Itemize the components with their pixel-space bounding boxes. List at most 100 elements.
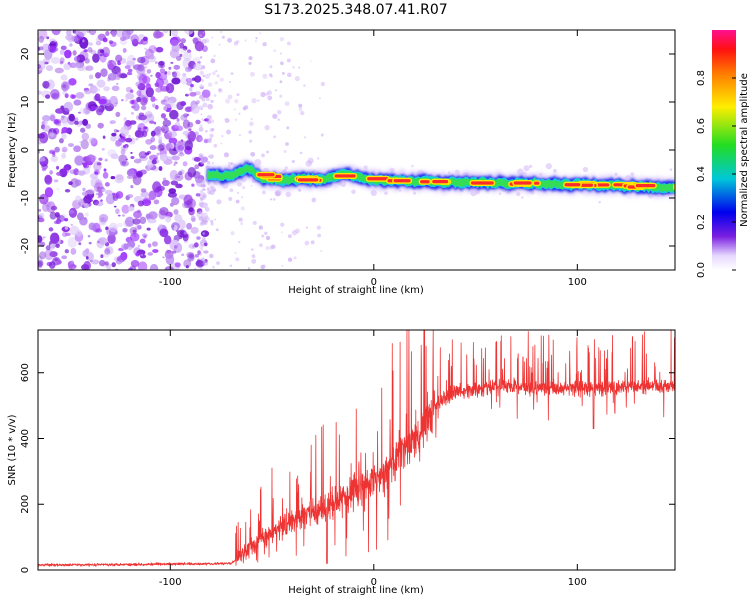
noise-speck [260, 91, 266, 98]
noise-speck [202, 31, 205, 34]
noise-speck [98, 214, 109, 223]
noise-speck [279, 94, 283, 98]
noise-speck [67, 34, 75, 43]
noise-speck [60, 74, 68, 81]
noise-speck [212, 265, 215, 269]
noise-speck [69, 43, 73, 47]
snr-xlabel: Height of straight line (km) [288, 585, 424, 596]
noise-speck [126, 60, 136, 67]
noise-speck [49, 129, 52, 132]
noise-speck [180, 75, 189, 85]
snr-ytick-label: 0 [20, 567, 31, 573]
noise-speck [138, 114, 148, 121]
noise-speck [92, 199, 100, 206]
noise-speck [227, 161, 232, 166]
noise-speck [125, 158, 129, 161]
noise-speck [109, 120, 117, 125]
noise-speck [86, 189, 95, 195]
noise-speck [195, 193, 201, 197]
spectrogram-ylabel: Frequency (Hz) [7, 112, 18, 188]
noise-speck [205, 129, 208, 133]
noise-speck [212, 161, 214, 164]
noise-speck [54, 67, 64, 74]
noise-speck [117, 254, 126, 263]
noise-speck [146, 69, 152, 74]
noise-speck [178, 42, 185, 49]
noise-speck [219, 77, 224, 82]
noise-speck [183, 194, 193, 206]
noise-speck [115, 208, 120, 215]
noise-speck [124, 98, 128, 102]
noise-speck [184, 106, 192, 113]
noise-speck [120, 149, 126, 155]
noise-speck [102, 135, 106, 139]
ridge-red-segment [564, 183, 581, 187]
noise-speck [88, 164, 92, 168]
noise-speck [173, 242, 183, 254]
noise-speck [317, 233, 322, 238]
ridge-yellow-segment [672, 184, 675, 191]
noise-speck [52, 151, 56, 155]
noise-speck [234, 252, 237, 254]
snr-ytick-label: 200 [20, 495, 31, 514]
noise-speck [115, 135, 121, 140]
noise-speck [213, 94, 217, 97]
noise-speck [39, 251, 47, 260]
noise-speck [201, 65, 206, 70]
noise-speck [255, 37, 258, 40]
colorbar-tick-label: 0.2 [696, 214, 707, 230]
noise-speck [220, 142, 223, 145]
noise-speck [61, 146, 68, 153]
snr-series-line [38, 330, 675, 567]
noise-speck [68, 78, 77, 86]
noise-speck [107, 63, 115, 71]
noise-speck [179, 194, 185, 199]
noise-speck [133, 158, 142, 164]
noise-speck [318, 97, 321, 100]
noise-speck [103, 252, 110, 258]
noise-speck [83, 202, 90, 209]
noise-speck [193, 156, 201, 162]
noise-speck [154, 61, 158, 64]
noise-speck [177, 170, 183, 176]
noise-speck [280, 61, 284, 66]
noise-speck [151, 159, 157, 165]
colorbar-tick-label: 0.8 [696, 70, 707, 86]
noise-speck [174, 161, 178, 165]
noise-speck [214, 81, 218, 85]
noise-speck [250, 151, 256, 157]
noise-speck [111, 132, 117, 137]
noise-speck [198, 94, 204, 100]
noise-speck [120, 160, 129, 167]
noise-speck [202, 102, 208, 108]
noise-speck [236, 40, 240, 44]
noise-speck [127, 68, 133, 73]
noise-speck [198, 105, 204, 110]
noise-speck [135, 137, 139, 141]
noise-speck [131, 99, 135, 105]
noise-speck [48, 261, 56, 269]
noise-speck [85, 256, 89, 260]
noise-speck [116, 174, 124, 181]
noise-speck [72, 50, 77, 56]
noise-speck [50, 232, 60, 244]
noise-speck [101, 147, 105, 151]
noise-speck [42, 124, 51, 133]
ridge-red-segment [257, 173, 275, 177]
noise-speck [38, 150, 41, 154]
noise-speck [218, 88, 223, 93]
ridge-halo-speck [229, 188, 234, 193]
noise-speck [267, 90, 272, 95]
noise-speck [104, 182, 110, 187]
noise-speck [137, 261, 148, 270]
noise-speck [148, 45, 157, 54]
noise-speck [206, 90, 209, 94]
noise-speck [140, 191, 150, 198]
noise-speck [221, 135, 224, 137]
noise-speck [205, 97, 210, 102]
noise-speck [269, 65, 273, 69]
snr-xtick-label: 100 [568, 577, 587, 588]
noise-speck [158, 166, 163, 172]
noise-speck [38, 260, 44, 267]
noise-speck [261, 234, 265, 238]
